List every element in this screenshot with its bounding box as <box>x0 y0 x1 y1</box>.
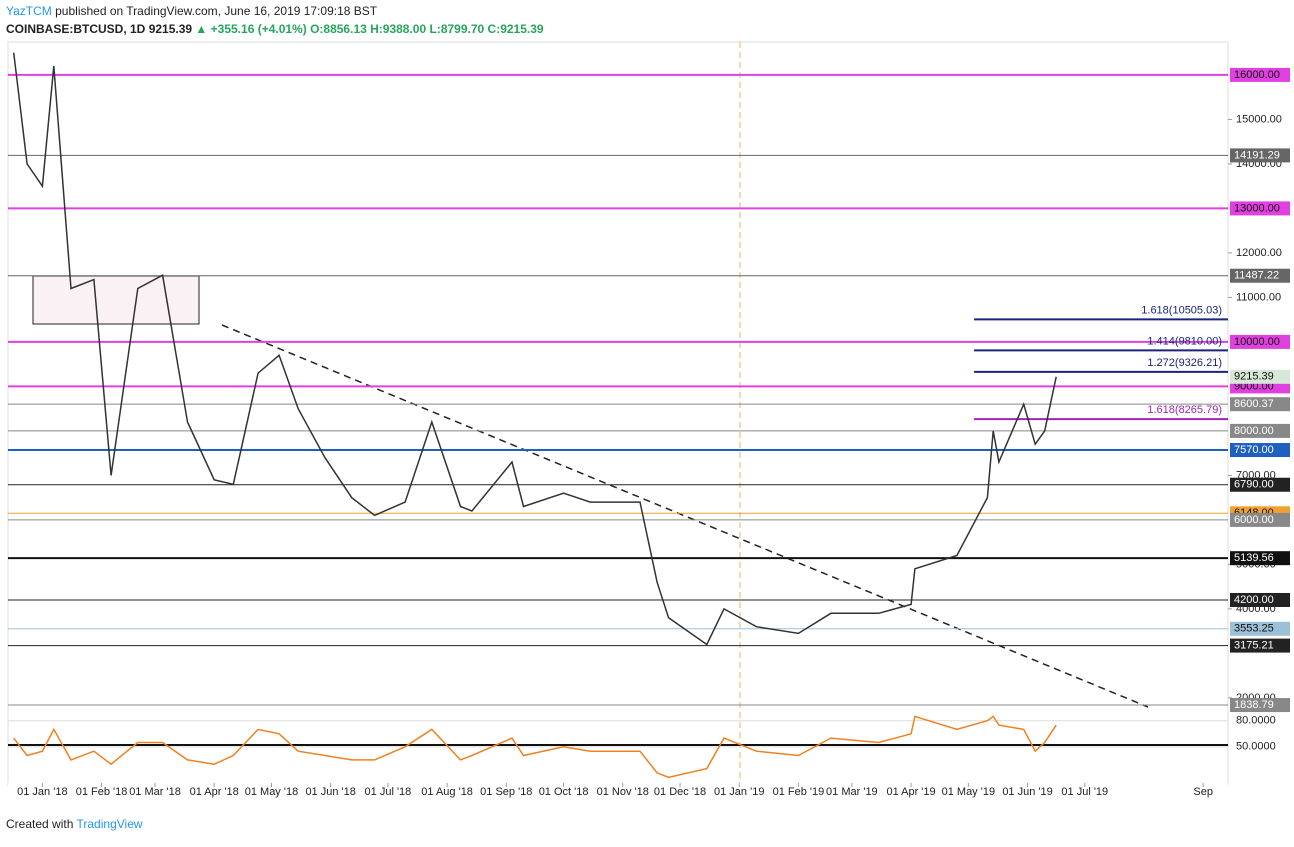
price-tag <box>1230 621 1290 636</box>
rsi-line <box>13 715 1057 779</box>
rsi-tick-label: 80.0000 <box>1236 715 1276 727</box>
price-tag <box>1230 423 1290 438</box>
x-tick-label: 01 Jan '19 <box>714 786 764 798</box>
symbol: COINBASE:BTCUSD, 1D <box>6 22 146 36</box>
y-tick-label: 15000.00 <box>1236 113 1282 125</box>
x-tick-label: 01 Jan '18 <box>17 786 67 798</box>
price-tag <box>1230 592 1290 607</box>
price-tag-label: 11487.22 <box>1234 270 1279 282</box>
price-tag-label: 10000.00 <box>1234 336 1280 348</box>
price-tag <box>1230 334 1290 349</box>
header: YazTCM published on TradingView.com, Jun… <box>6 4 378 18</box>
price-tag <box>1230 638 1290 653</box>
x-tick-label: Sep <box>1193 786 1213 798</box>
x-tick-label: 01 Sep '18 <box>480 786 532 798</box>
x-tick-label: 01 Mar '19 <box>826 786 878 798</box>
footer: Created with TradingView <box>6 817 143 831</box>
last: 9215.39 <box>149 22 193 36</box>
x-tick-label: 01 Aug '18 <box>421 786 473 798</box>
fib-label: 1.618(8265.79) <box>1147 404 1222 416</box>
price-line <box>12 52 1057 646</box>
price-tag <box>1230 443 1290 458</box>
fib-label: 1.414(9810.00) <box>1147 335 1222 347</box>
published: published on TradingView.com, June 16, 2… <box>55 4 378 18</box>
price-tag <box>1230 551 1290 566</box>
time-axis <box>8 783 1228 800</box>
price-tag-label: 9215.39 <box>1234 371 1274 383</box>
y-tick-label: 12000.00 <box>1236 247 1282 259</box>
fib-label: 1.618(10505.03) <box>1141 304 1222 316</box>
y-tick-label: 11000.00 <box>1236 291 1281 303</box>
x-tick-label: 01 Nov '18 <box>597 786 649 798</box>
price-tag-label: 3553.25 <box>1234 623 1274 635</box>
price-tag-label: 6000.00 <box>1234 514 1274 526</box>
price-tag <box>1230 698 1290 713</box>
x-tick-label: 01 May '18 <box>245 786 298 798</box>
fib-label: 1.272(9326.21) <box>1147 357 1222 369</box>
publisher: YazTCM <box>6 4 52 18</box>
x-tick-label: 01 Feb '18 <box>76 786 128 798</box>
plot-frame <box>7 41 1229 787</box>
x-tick-label: 01 Feb '19 <box>773 786 825 798</box>
created: Created with <box>6 817 73 831</box>
price-tag-label: 8000.00 <box>1234 425 1274 437</box>
x-tick-label: 01 Jul '18 <box>365 786 412 798</box>
x-tick-label: 01 Jul '19 <box>1061 786 1108 798</box>
price-tag-label: 16000.00 <box>1234 69 1280 81</box>
price-tag <box>1230 148 1290 163</box>
price-tag-label: 7570.00 <box>1234 444 1274 456</box>
x-tick-label: 01 Mar '18 <box>129 786 181 798</box>
x-tick-label: 01 Oct '18 <box>539 786 589 798</box>
x-tick-label: 01 Apr '18 <box>190 786 239 798</box>
price-tag <box>1230 67 1290 82</box>
price-tag <box>1230 268 1290 283</box>
brand: TradingView <box>77 817 143 831</box>
rsi-tick-label: 50.0000 <box>1236 741 1276 753</box>
price-tag-label: 3175.21 <box>1234 639 1274 651</box>
change: +355.16 (+4.01%) <box>211 22 307 36</box>
price-tag-label: 8600.37 <box>1234 398 1274 410</box>
price-tag-label: 4200.00 <box>1234 594 1274 606</box>
price-tag <box>1230 397 1290 412</box>
price-tag-label: 5139.56 <box>1234 552 1274 564</box>
range-box <box>32 275 200 325</box>
price-tag-label: 6790.00 <box>1234 479 1274 491</box>
price-tag <box>1230 369 1290 384</box>
symbol-line: COINBASE:BTCUSD, 1D 9215.39 ▲ +355.16 (+… <box>6 22 544 36</box>
price-tag <box>1230 201 1290 216</box>
trend-line <box>221 324 1149 708</box>
arrow: ▲ <box>195 22 207 36</box>
ohlc: O:8856.13 H:9388.00 L:8799.70 C:9215.39 <box>310 22 544 36</box>
price-tag <box>1230 477 1290 492</box>
x-tick-label: 01 Jun '19 <box>1002 786 1052 798</box>
x-tick-label: 01 Dec '18 <box>654 786 706 798</box>
x-tick-label: 01 Jun '18 <box>305 786 355 798</box>
price-tag-label: 13000.00 <box>1234 202 1280 214</box>
x-tick-label: 01 Apr '19 <box>886 786 935 798</box>
x-tick-label: 01 May '19 <box>942 786 995 798</box>
price-tag-label: 14191.29 <box>1234 149 1280 161</box>
price-tag <box>1230 512 1290 527</box>
price-tag-label: 1838.79 <box>1234 699 1274 711</box>
